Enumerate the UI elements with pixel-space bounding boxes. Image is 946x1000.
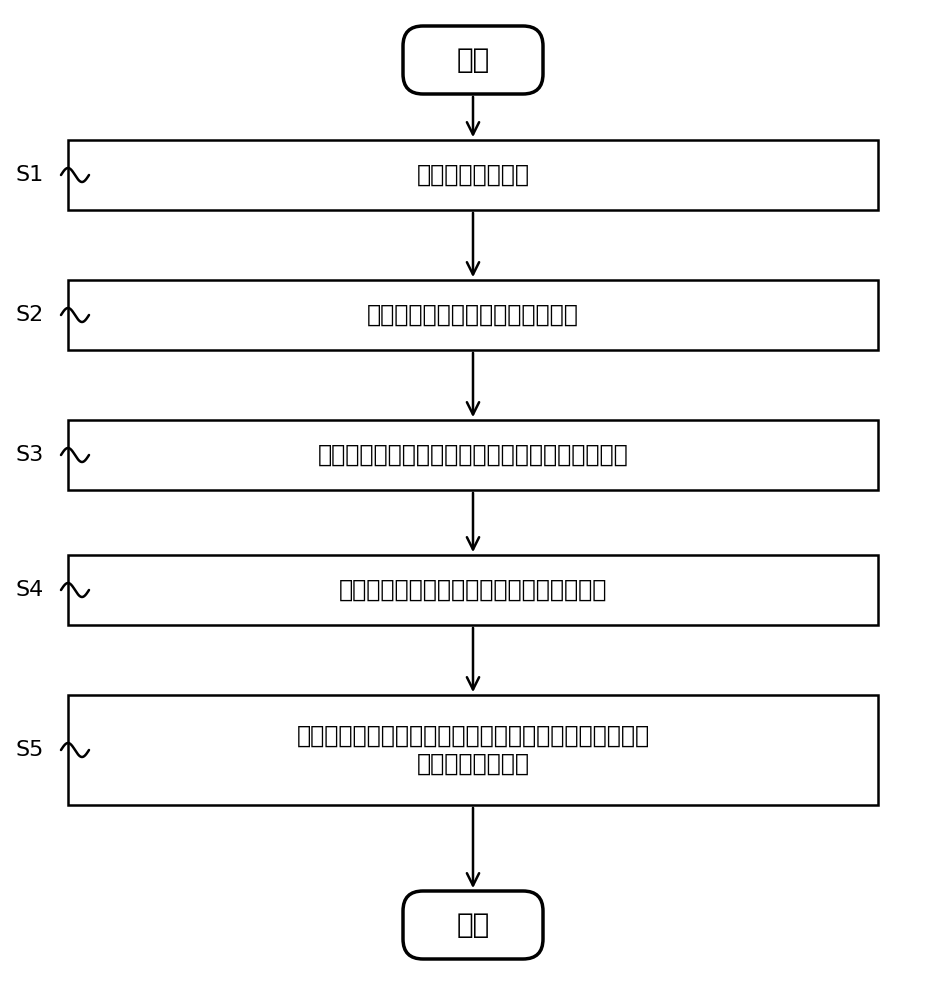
Text: 根据预处理得到的染色体图像对染色体进行分割；: 根据预处理得到的染色体图像对染色体进行分割； [318, 443, 628, 467]
Text: 采集染色体图像；: 采集染色体图像； [416, 163, 530, 187]
Bar [68, 280, 878, 350]
FancyBboxPatch shape [403, 26, 543, 94]
Text: 对采集的染色体图像进行预处理；: 对采集的染色体图像进行预处理； [367, 303, 579, 327]
FancyBboxPatch shape [403, 891, 543, 959]
Text: 对分割完成的染色体进行特征参数的提取；: 对分割完成的染色体进行特征参数的提取； [339, 578, 607, 602]
Bar [68, 555, 878, 625]
Text: 根据特征参数的提取结果，对染色体进行分类，完成染色
体核型自动分析；: 根据特征参数的提取结果，对染色体进行分类，完成染色 体核型自动分析； [296, 724, 650, 776]
Text: S2: S2 [16, 305, 44, 325]
Text: S1: S1 [16, 165, 44, 185]
Bar [68, 140, 878, 210]
Bar [68, 420, 878, 490]
Text: 结束: 结束 [456, 911, 490, 939]
Bar [68, 695, 878, 805]
Text: 开始: 开始 [456, 46, 490, 74]
Text: S4: S4 [16, 580, 44, 600]
Text: S5: S5 [16, 740, 44, 760]
Text: S3: S3 [16, 445, 44, 465]
